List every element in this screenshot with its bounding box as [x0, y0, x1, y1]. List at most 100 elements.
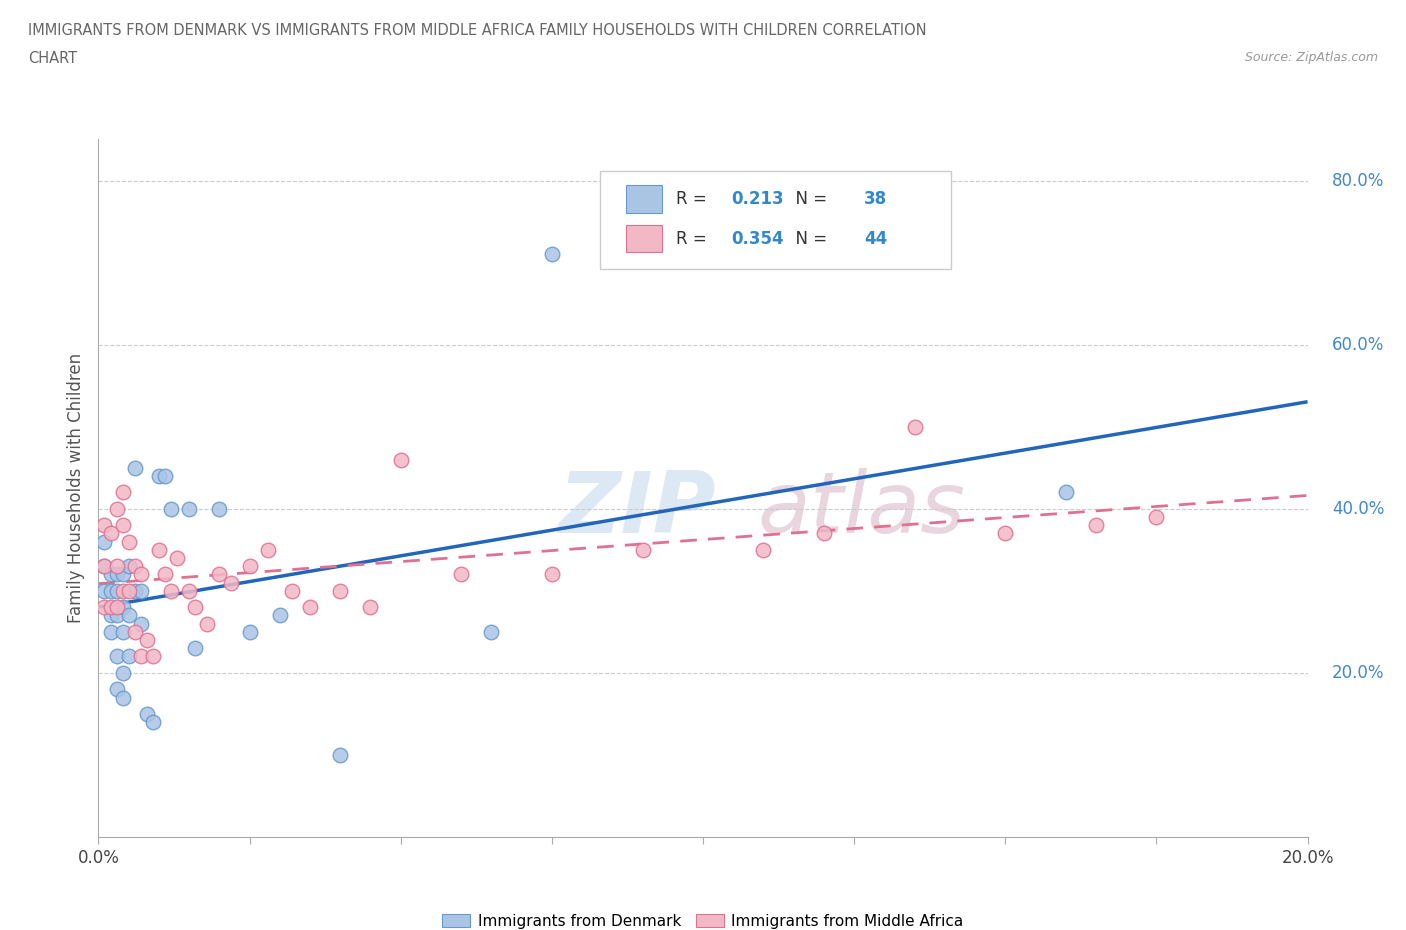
Point [111, 666, 134, 681]
Point [118, 583, 141, 598]
Text: atlas: atlas [758, 468, 966, 551]
Point [994, 526, 1017, 541]
Point [124, 583, 146, 598]
Point [481, 624, 503, 639]
Point [239, 559, 262, 574]
Text: N =: N = [785, 230, 832, 247]
Point [195, 617, 218, 631]
Point [129, 649, 152, 664]
Point [111, 583, 134, 598]
Point [111, 567, 134, 582]
Point [389, 452, 412, 467]
Point [166, 551, 188, 565]
Point [93, 518, 115, 533]
FancyBboxPatch shape [626, 185, 662, 213]
Point [1144, 510, 1167, 525]
Point [118, 559, 141, 574]
Point [93, 559, 115, 574]
Text: 80.0%: 80.0% [1331, 171, 1384, 190]
Point [221, 575, 243, 590]
Point [124, 624, 146, 639]
Point [184, 641, 207, 656]
Text: 38: 38 [863, 190, 887, 207]
Point [100, 624, 122, 639]
Point [360, 600, 382, 615]
Point [177, 501, 201, 516]
Text: 0.354: 0.354 [731, 230, 783, 247]
Point [160, 583, 183, 598]
Point [1085, 518, 1108, 533]
FancyBboxPatch shape [626, 225, 662, 253]
Point [124, 460, 146, 475]
Point [184, 600, 207, 615]
Point [135, 707, 157, 722]
Point [813, 526, 835, 541]
Point [111, 624, 134, 639]
Point [100, 526, 122, 541]
Point [111, 518, 134, 533]
Point [105, 600, 128, 615]
Text: R =: R = [676, 190, 713, 207]
Point [450, 567, 472, 582]
Legend: Immigrants from Denmark, Immigrants from Middle Africa: Immigrants from Denmark, Immigrants from… [436, 908, 970, 930]
Point [93, 600, 115, 615]
Point [100, 600, 122, 615]
Text: ZIP: ZIP [558, 468, 716, 551]
Point [105, 567, 128, 582]
Text: Source: ZipAtlas.com: Source: ZipAtlas.com [1244, 51, 1378, 64]
Point [329, 748, 352, 763]
Text: 44: 44 [863, 230, 887, 247]
Point [540, 567, 562, 582]
Point [129, 583, 152, 598]
Text: 20.0%: 20.0% [1331, 664, 1385, 682]
Point [111, 485, 134, 499]
Point [177, 583, 201, 598]
Text: CHART: CHART [28, 51, 77, 66]
Point [153, 469, 176, 484]
Point [118, 608, 141, 623]
Point [105, 559, 128, 574]
Text: R =: R = [676, 230, 713, 247]
Point [752, 542, 775, 557]
Point [100, 567, 122, 582]
Point [208, 567, 231, 582]
Point [135, 632, 157, 647]
Point [105, 649, 128, 664]
Point [111, 600, 134, 615]
Point [540, 247, 562, 262]
Point [124, 559, 146, 574]
Point [100, 583, 122, 598]
Point [93, 559, 115, 574]
Point [256, 542, 278, 557]
Point [631, 542, 654, 557]
Point [142, 649, 165, 664]
Point [269, 608, 291, 623]
Point [153, 567, 176, 582]
Text: N =: N = [785, 190, 832, 207]
Point [1054, 485, 1077, 499]
Point [129, 617, 152, 631]
Point [111, 690, 134, 705]
Text: 60.0%: 60.0% [1331, 336, 1384, 353]
Text: 0.213: 0.213 [731, 190, 783, 207]
Point [105, 583, 128, 598]
Point [118, 534, 141, 549]
Point [100, 608, 122, 623]
Point [299, 600, 322, 615]
Point [118, 649, 141, 664]
Point [148, 469, 170, 484]
Point [142, 714, 165, 729]
FancyBboxPatch shape [600, 171, 950, 269]
Text: IMMIGRANTS FROM DENMARK VS IMMIGRANTS FROM MIDDLE AFRICA FAMILY HOUSEHOLDS WITH : IMMIGRANTS FROM DENMARK VS IMMIGRANTS FR… [28, 23, 927, 38]
Text: 40.0%: 40.0% [1331, 499, 1384, 518]
Point [105, 682, 128, 697]
Point [904, 419, 927, 434]
Point [160, 501, 183, 516]
Point [239, 624, 262, 639]
Point [148, 542, 170, 557]
Point [208, 501, 231, 516]
Point [281, 583, 304, 598]
Y-axis label: Family Households with Children: Family Households with Children [67, 353, 86, 623]
Point [105, 608, 128, 623]
Point [129, 567, 152, 582]
